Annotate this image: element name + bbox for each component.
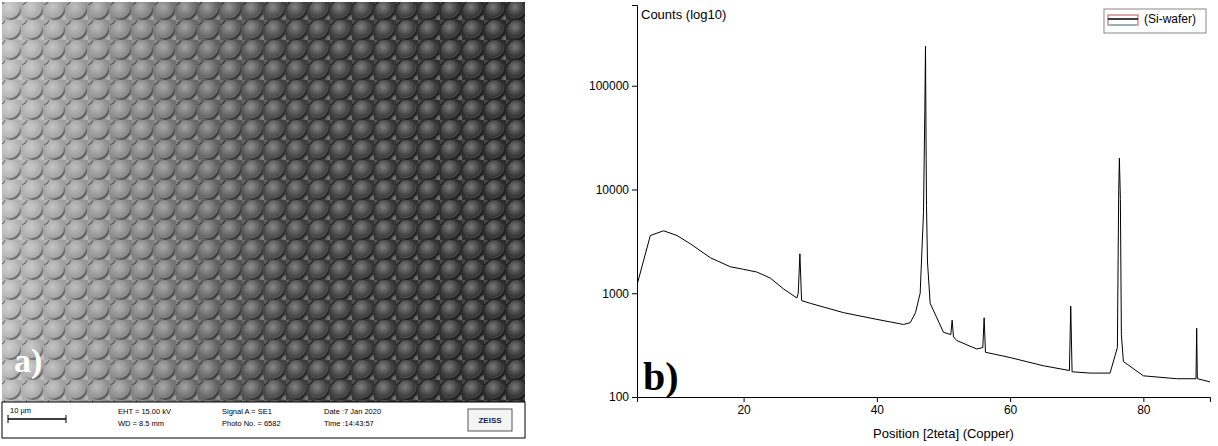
scale-bar [8,418,66,420]
logo-box [468,409,512,431]
legend-swatch-box [1108,15,1138,25]
x-tick: 60 [1004,397,1018,417]
panel-b: 20 40 60 80 100 1000 10000 100000 Counts (log10)… [589,6,1211,442]
panel-label: b) [643,354,679,399]
y-tick: 10000 [596,183,637,197]
info-text: Time :14:43:57 [324,419,374,428]
y-tick: 100 [609,390,637,404]
y-tick-mark [632,189,637,190]
x-axis: 20 40 60 80 [638,397,1211,417]
x-axis-line [638,398,1211,403]
panel-label: a) [14,342,42,380]
info-bar [2,402,525,438]
y-tick-label: 10000 [596,183,630,197]
x-tick-mark [877,397,878,402]
scale-bar-end [66,415,67,423]
info-text: WD = 8.5 mm [118,419,164,428]
x-tick: 40 [871,397,885,417]
sem-texture [2,2,525,402]
y-tick-mark [632,397,637,398]
x-tick-mark [1143,397,1144,402]
info-text: Signal A = SE1 [222,407,272,416]
y-axis: 100 1000 10000 100000 [589,6,638,405]
x-tick-label: 60 [1004,403,1018,417]
info-text: Date :7 Jan 2020 [324,407,381,416]
x-tick-mark [1010,397,1011,402]
x-tick-label: 20 [737,403,751,417]
legend-swatch [1108,18,1138,20]
panel-a: a) 10 µm EHT = 15.00 kV WD = 8.5 mm Signal A… [2,2,525,438]
legend: (Si-wafer) [1104,9,1206,33]
y-tick-label: 100 [609,390,629,404]
y-tick-label: 1000 [602,287,629,301]
x-tick: 80 [1137,397,1151,417]
y-axis-line [632,6,638,398]
info-text: EHT = 15.00 kV [118,407,171,416]
legend-swatch-accent [1110,25,1136,26]
y-tick-label: 100000 [589,79,629,93]
x-tick: 20 [737,397,751,417]
scale-bar-end [8,415,9,423]
plot-area [637,46,1210,382]
xrd-line [637,46,1210,382]
legend-box [1104,9,1206,33]
scale-bar-label: 10 µm [10,406,31,415]
x-tick-label: 80 [1137,403,1151,417]
y-tick-mark [632,293,637,294]
y-tick-mark [632,86,637,87]
y-tick: 100000 [589,79,637,93]
logo: ZEISS [478,416,502,425]
x-tick-mark [744,397,745,402]
y-tick: 1000 [602,287,637,301]
sem-image [2,2,525,402]
figure: a) 10 µm EHT = 15.00 kV WD = 8.5 mm Signal A… [0,0,1218,446]
legend-label: (Si-wafer) [1144,12,1196,26]
info-text: Photo No. = 6582 [222,419,281,428]
x-tick-label: 40 [871,403,885,417]
x-axis-title: Position [2teta] (Copper) [873,426,1014,441]
y-axis-title: Counts (log10) [641,7,726,22]
